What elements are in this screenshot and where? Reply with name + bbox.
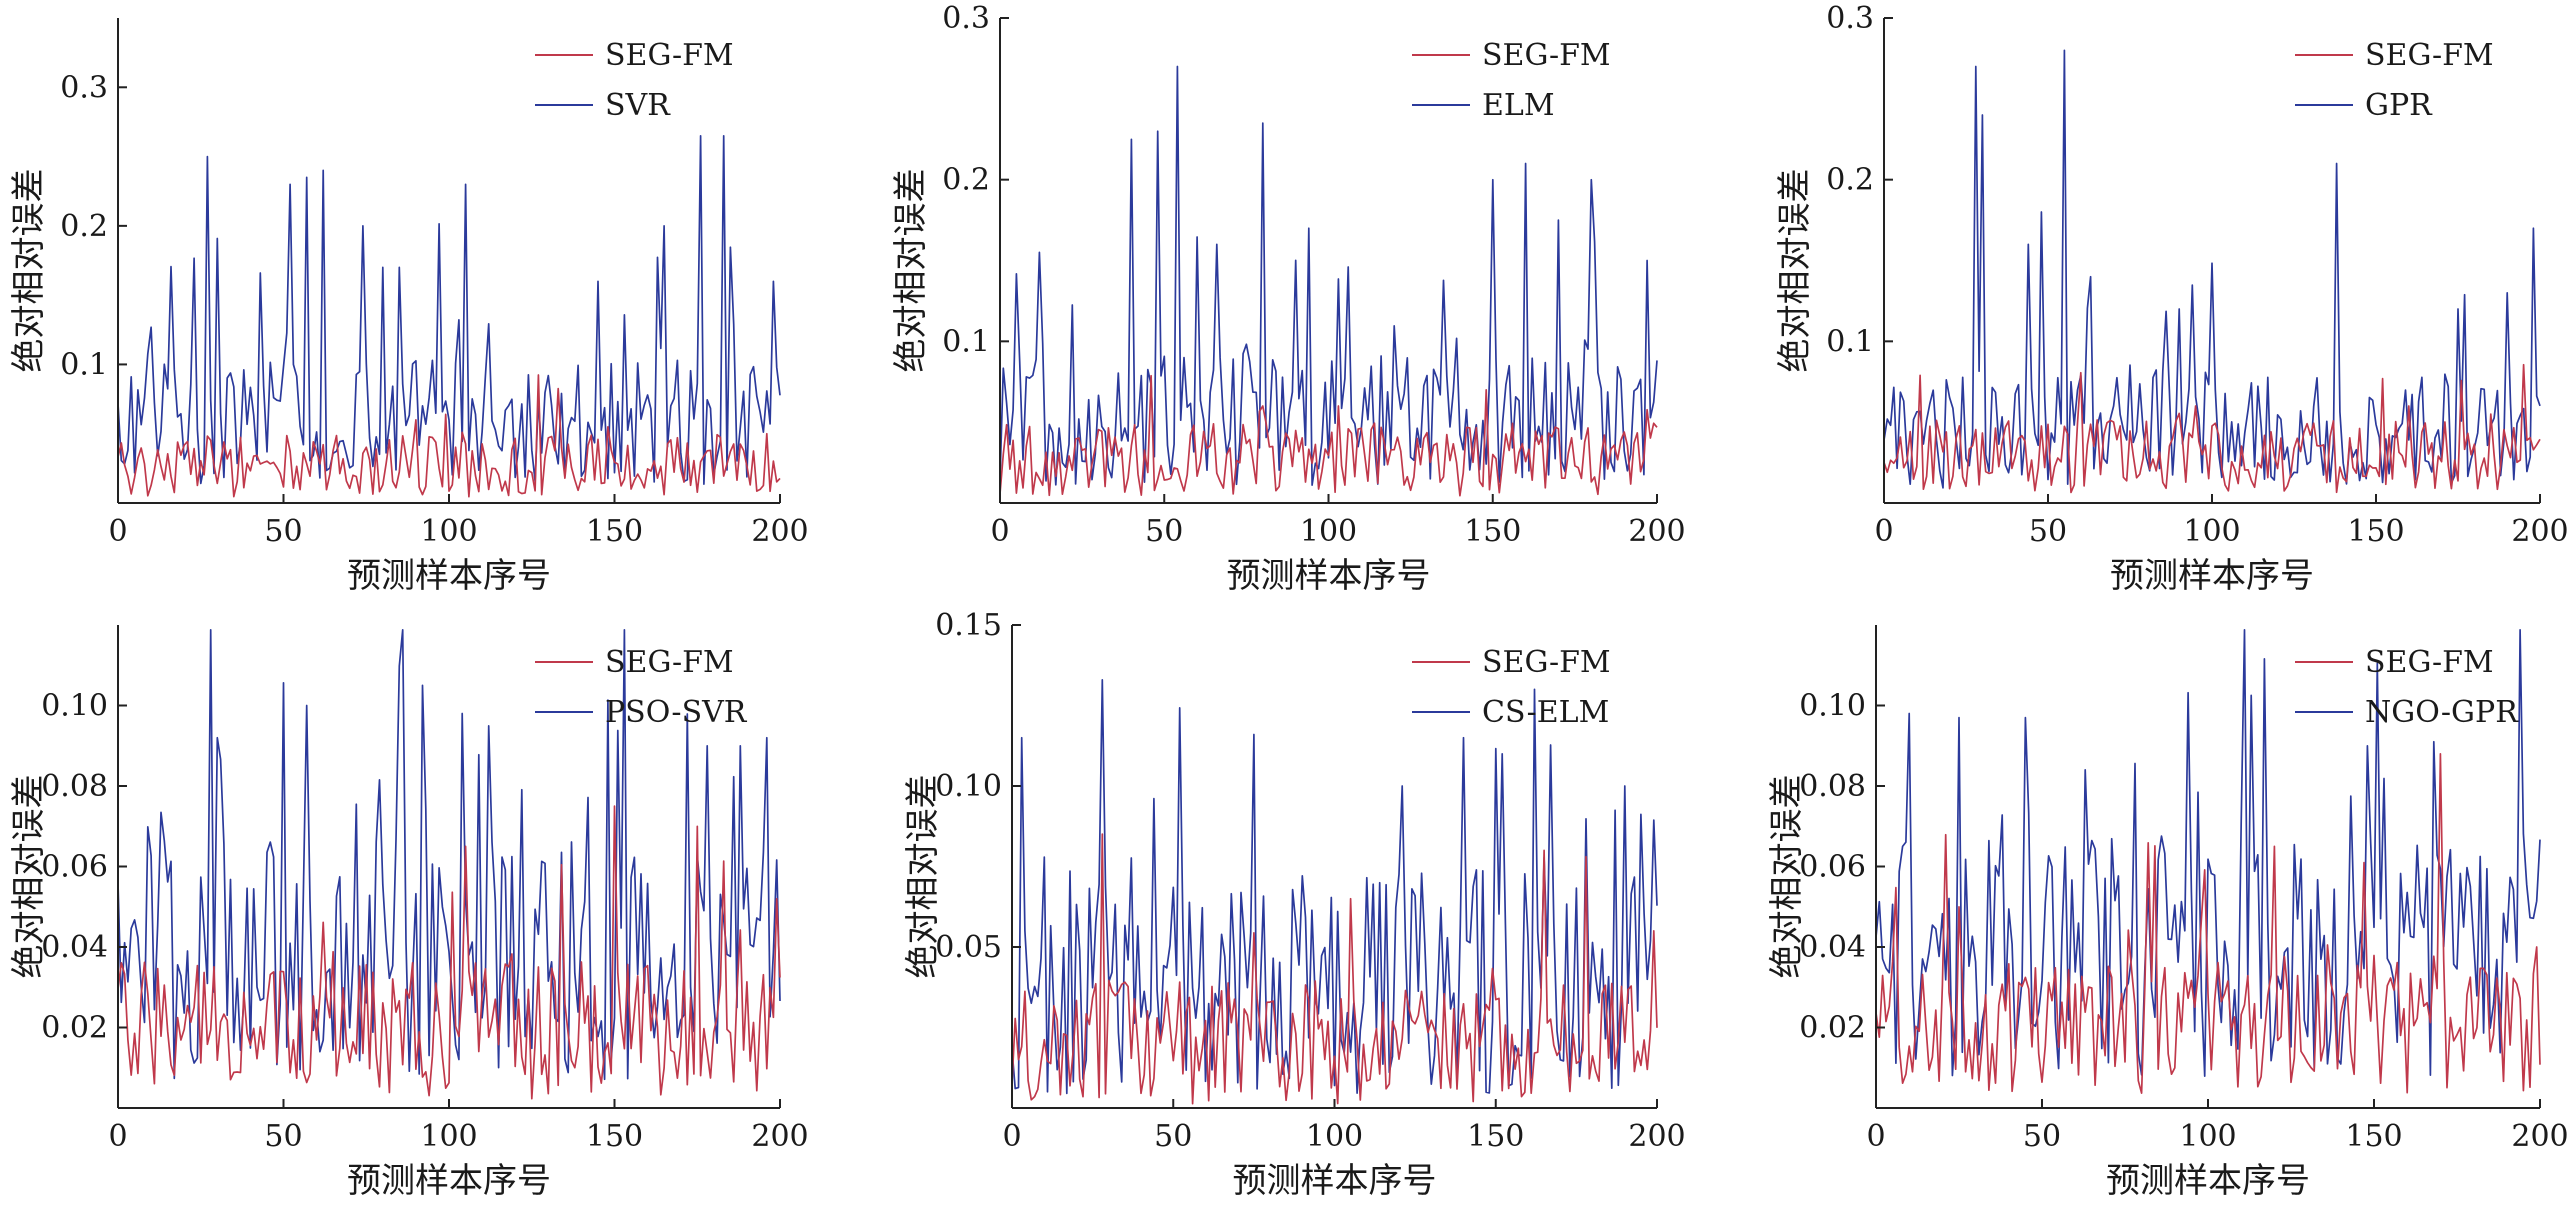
y-tick-label: 0.2 (60, 209, 108, 244)
x-tick-label: 100 (2179, 1119, 2236, 1154)
y-tick-label: 0.1 (60, 347, 108, 382)
y-tick-label: 0.04 (41, 930, 108, 965)
chart-panel-1: 0 50 100 150 200 0.1 0.2 0.3 预测样本序号 绝对相对误差 SEG-FM S… (9, 18, 809, 596)
x-tick-label: 50 (2023, 1119, 2061, 1154)
series-line-seg-fm (1875, 752, 2541, 1094)
x-axis-title: 预测样本序号 (347, 556, 551, 596)
series-line-elm (999, 65, 1658, 486)
x-tick-label: 150 (586, 514, 643, 549)
legend-label: GPR (2365, 88, 2433, 123)
series-line-seg-fm (999, 374, 1658, 497)
series-line-ngo-gpr (1875, 628, 2541, 1077)
series-line-seg-fm (1883, 363, 2541, 494)
y-tick-label: 0.05 (935, 930, 1002, 965)
series-line-seg-fm (1011, 833, 1658, 1105)
y-tick-label: 0.1 (1826, 324, 1874, 359)
y-tick-label: 0.06 (41, 850, 108, 885)
y-tick-label: 0.08 (1799, 769, 1866, 804)
legend-label: ELM (1482, 88, 1555, 123)
y-tick-label: 0.02 (1799, 1011, 1866, 1046)
x-axis-title: 预测样本序号 (1227, 556, 1431, 596)
x-axis-title: 预测样本序号 (2110, 556, 2314, 596)
y-axis-title: 绝对相对误差 (9, 169, 49, 373)
x-tick-label: 150 (1464, 514, 1521, 549)
x-tick-label: 200 (751, 1119, 808, 1154)
legend-label: SVR (605, 88, 671, 123)
y-tick-label: 0.10 (935, 769, 1002, 804)
x-tick-label: 200 (2511, 514, 2567, 549)
x-tick-label: 200 (1628, 1119, 1685, 1154)
series-line-seg-fm (117, 374, 781, 498)
legend-label: SEG-FM (2365, 645, 2494, 680)
series-line-gpr (1883, 49, 2541, 489)
x-tick-label: 150 (2347, 514, 2404, 549)
series-line-pso-svr (117, 628, 781, 1081)
y-tick-label: 0.1 (942, 324, 990, 359)
series-line-seg-fm (117, 805, 781, 1100)
x-tick-label: 150 (586, 1119, 643, 1154)
x-tick-label: 100 (420, 1119, 477, 1154)
x-axis-title: 预测样本序号 (2106, 1161, 2310, 1201)
x-tick-label: 50 (1145, 514, 1183, 549)
legend-label: CS-ELM (1482, 695, 1609, 730)
y-tick-label: 0.08 (41, 769, 108, 804)
x-tick-label: 200 (2511, 1119, 2567, 1154)
y-axis-title: 绝对相对误差 (1767, 775, 1807, 979)
y-tick-label: 0.04 (1799, 930, 1866, 965)
y-tick-label: 0.3 (942, 1, 990, 36)
y-tick-label: 0.15 (935, 608, 1002, 643)
x-tick-label: 100 (420, 514, 477, 549)
y-tick-label: 0.10 (41, 689, 108, 724)
chart-panel-3: 0 50 100 150 200 0.1 0.2 0.3 预测样本序号 绝对相对误差 SEG-FM G… (1775, 1, 2567, 596)
y-tick-label: 0.3 (1826, 1, 1874, 36)
x-tick-label: 150 (2345, 1119, 2402, 1154)
y-axis-title: 绝对相对误差 (9, 775, 49, 979)
chart-panel-2: 0 50 100 150 200 0.1 0.2 0.3 预测样本序号 绝对相对误差 SEG-FM E… (891, 1, 1686, 596)
x-tick-label: 50 (2029, 514, 2067, 549)
x-tick-label: 50 (264, 1119, 302, 1154)
y-tick-label: 0.10 (1799, 689, 1866, 724)
x-tick-label: 50 (1154, 1119, 1192, 1154)
y-tick-label: 0.06 (1799, 850, 1866, 885)
y-tick-label: 0.3 (60, 70, 108, 105)
x-tick-label: 0 (108, 1119, 127, 1154)
y-tick-label: 0.02 (41, 1011, 108, 1046)
x-tick-label: 100 (1300, 514, 1357, 549)
legend-label: NGO-GPR (2365, 695, 2519, 730)
series-line-svr (117, 134, 781, 485)
x-tick-label: 100 (1306, 1119, 1363, 1154)
x-tick-label: 50 (264, 514, 302, 549)
legend-label: SEG-FM (1482, 645, 1611, 680)
x-tick-label: 0 (1002, 1119, 1021, 1154)
x-tick-label: 0 (990, 514, 1009, 549)
y-axis-title: 绝对相对误差 (1775, 169, 1815, 373)
x-tick-label: 0 (108, 514, 127, 549)
x-tick-label: 0 (1866, 1119, 1885, 1154)
y-tick-label: 0.2 (1826, 163, 1874, 198)
x-tick-label: 200 (1628, 514, 1685, 549)
y-axis-title: 绝对相对误差 (891, 169, 931, 373)
x-axis-title: 预测样本序号 (347, 1161, 551, 1201)
chart-panel-5: 0 50 100 150 200 0.05 0.10 0.15 预测样本序号 绝对相对误差 SEG-… (903, 608, 1686, 1201)
x-axis-title: 预测样本序号 (1233, 1161, 1437, 1201)
y-tick-label: 0.2 (942, 163, 990, 198)
legend-label: SEG-FM (1482, 38, 1611, 73)
x-tick-label: 150 (1467, 1119, 1524, 1154)
x-tick-label: 0 (1874, 514, 1893, 549)
series-line-cs-elm (1011, 679, 1658, 1095)
chart-panel-4: 0 50 100 150 200 0.02 0.04 0.06 0.08 0.10 预测样本序号 绝对… (9, 625, 809, 1201)
legend-label: PSO-SVR (605, 695, 748, 730)
legend-label: SEG-FM (605, 38, 734, 73)
chart-panel-6: 0 50 100 150 200 0.02 0.04 0.06 0.08 0.10 预测样本序号 绝对… (1767, 625, 2567, 1201)
legend-label: SEG-FM (605, 645, 734, 680)
y-axis-title: 绝对相对误差 (903, 775, 943, 979)
x-tick-label: 200 (751, 514, 808, 549)
legend-label: SEG-FM (2365, 38, 2494, 73)
x-tick-label: 100 (2183, 514, 2240, 549)
